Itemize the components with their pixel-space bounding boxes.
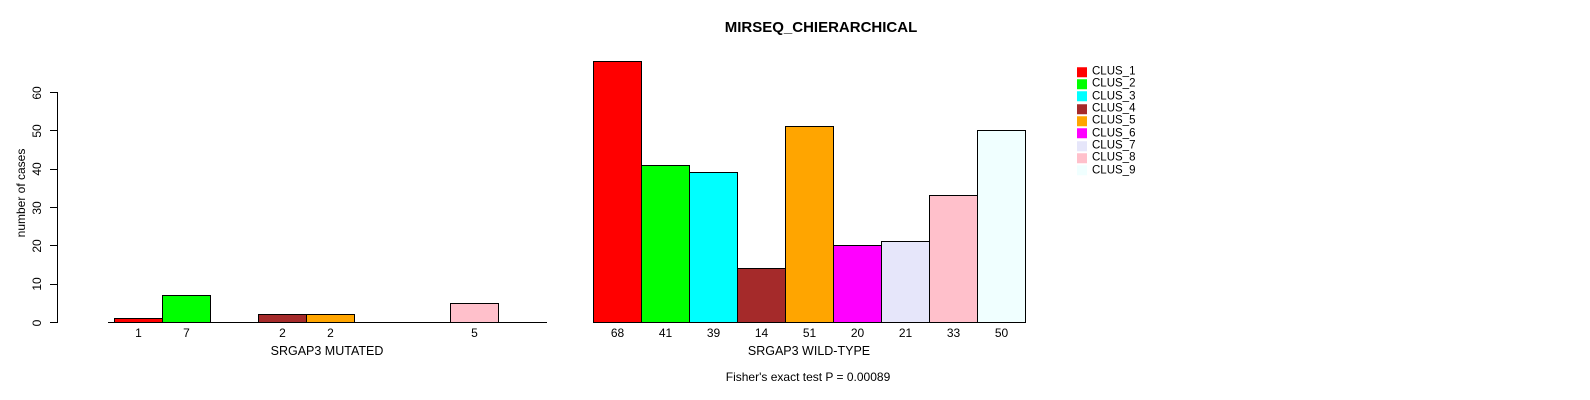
- legend-item-clus_1: CLUS_1: [1077, 66, 1135, 78]
- bar-srgap3-wild-type-clus_2: [641, 165, 690, 323]
- bar-value-label-srgap3-wild-type-clus_8: 33: [946, 326, 961, 340]
- y-tick-label-50: 50: [30, 124, 44, 138]
- legend-label: CLUS_7: [1092, 139, 1136, 152]
- y-tick-label-10: 10: [30, 277, 44, 291]
- y-tick-label-20: 20: [30, 239, 44, 253]
- bar-value-label-srgap3-wild-type-clus_4: 14: [754, 326, 769, 340]
- legend-item-clus_4: CLUS_4: [1077, 103, 1135, 115]
- bar-srgap3-wild-type-clus_5: [785, 126, 834, 323]
- legend-label: CLUS_3: [1092, 89, 1136, 102]
- legend-item-clus_3: CLUS_3: [1077, 89, 1136, 103]
- y-tick-label-0: 0: [30, 319, 44, 326]
- bar-value-label-srgap3-wild-type-clus_6: 20: [850, 326, 865, 340]
- legend-label: CLUS_6: [1092, 126, 1136, 139]
- bar-srgap3-wild-type-clus_4: [737, 268, 786, 323]
- legend-swatch-clus_6: [1077, 128, 1087, 139]
- y-axis-line: [57, 92, 58, 323]
- bar-srgap3-mutated-clus_2: [162, 295, 211, 323]
- legend-item-clus_5: CLUS_5: [1077, 114, 1136, 128]
- bar-srgap3-mutated-clus_4: [258, 314, 307, 323]
- bar-value-label-srgap3-wild-type-clus_5: 51: [802, 326, 817, 340]
- legend-item-clus_9: CLUS_9: [1077, 163, 1136, 177]
- y-tick-40: [50, 168, 57, 170]
- legend-label: CLUS_1: [1092, 65, 1136, 78]
- y-axis-label: number of cases: [14, 148, 28, 238]
- bar-srgap3-wild-type-clus_3: [689, 172, 738, 323]
- bar-srgap3-wild-type-clus_1: [593, 61, 642, 323]
- legend-label: CLUS_8: [1092, 151, 1136, 164]
- legend-label: CLUS_2: [1092, 77, 1136, 90]
- x-axis-title-wild-type: SRGAP3 WILD-TYPE: [747, 344, 871, 358]
- legend-item-clus_7: CLUS_7: [1077, 140, 1135, 152]
- bar-value-label-srgap3-mutated-clus_1: 1: [135, 326, 142, 340]
- legend-item-clus_2: CLUS_2: [1077, 77, 1136, 91]
- bar-srgap3-wild-type-clus_9: [977, 130, 1026, 323]
- bar-srgap3-wild-type-clus_7: [881, 241, 930, 323]
- bar-value-label-srgap3-wild-type-clus_2: 41: [658, 326, 673, 340]
- legend-swatch-clus_7: [1077, 140, 1087, 151]
- legend-swatch-clus_5: [1077, 116, 1087, 127]
- legend-item-clus_6: CLUS_6: [1077, 126, 1136, 140]
- legend-swatch-clus_4: [1077, 103, 1087, 114]
- legend-swatch-clus_3: [1077, 91, 1087, 102]
- legend-swatch-clus_9: [1077, 165, 1087, 176]
- y-tick-10: [50, 283, 57, 285]
- bar-value-label-srgap3-mutated-clus_8: 5: [471, 326, 478, 340]
- legend-label: CLUS_5: [1092, 114, 1136, 127]
- y-tick-label-40: 40: [30, 162, 44, 176]
- bar-value-label-srgap3-wild-type-clus_1: 68: [610, 326, 625, 340]
- legend-swatch-clus_8: [1077, 153, 1087, 164]
- bar-value-label-srgap3-mutated-clus_2: 7: [183, 326, 190, 340]
- bar-srgap3-mutated-clus_8: [450, 303, 499, 323]
- bar-value-label-srgap3-wild-type-clus_3: 39: [706, 326, 721, 340]
- y-tick-label-30: 30: [30, 200, 44, 215]
- y-tick-60: [50, 92, 57, 93]
- bar-srgap3-wild-type-clus_8: [929, 195, 978, 323]
- legend-label: CLUS_9: [1092, 163, 1136, 176]
- y-tick-0: [50, 322, 57, 323]
- bar-value-label-srgap3-wild-type-clus_7: 21: [898, 326, 913, 340]
- bar-srgap3-mutated-clus_1: [114, 318, 163, 323]
- legend-swatch-clus_2: [1077, 79, 1087, 90]
- y-tick-20: [50, 245, 57, 247]
- legend-item-clus_8: CLUS_8: [1077, 151, 1136, 165]
- bar-value-label-srgap3-wild-type-clus_9: 50: [994, 326, 1009, 340]
- chart-title: MIRSEQ_CHIERARCHICAL: [724, 19, 918, 36]
- y-tick-50: [50, 130, 57, 132]
- bar-value-label-srgap3-mutated-clus_5: 2: [327, 326, 334, 340]
- fisher-test-annotation: Fisher's exact test P = 0.00089: [725, 370, 891, 384]
- bar-srgap3-wild-type-clus_6: [833, 245, 882, 323]
- bar-srgap3-mutated-clus_5: [306, 314, 355, 323]
- y-tick-label-60: 60: [30, 85, 44, 100]
- y-tick-30: [50, 207, 57, 208]
- legend-label: CLUS_4: [1092, 102, 1136, 115]
- x-axis-title-mutated: SRGAP3 MUTATED: [270, 344, 384, 358]
- legend-swatch-clus_1: [1077, 67, 1087, 77]
- bar-value-label-srgap3-mutated-clus_4: 2: [279, 326, 286, 340]
